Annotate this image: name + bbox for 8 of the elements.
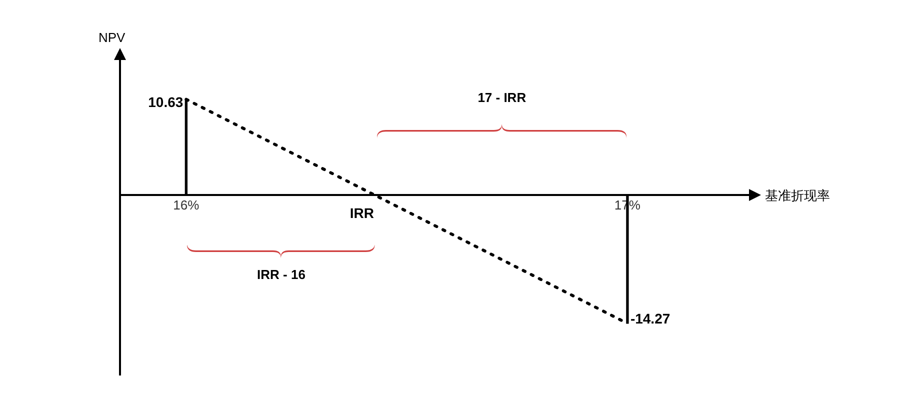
annotation: 17 - IRR [478,90,526,105]
x-tick-label: 16% [173,197,200,212]
data-label: 10.63 [148,94,184,110]
data-label: -14.27 [630,310,670,326]
annotation: IRR [350,204,374,221]
y-axis-title: NPV [98,30,126,45]
annotation: IRR - 16 [257,267,306,282]
x-axis-title: 基准折现率 [765,187,830,205]
